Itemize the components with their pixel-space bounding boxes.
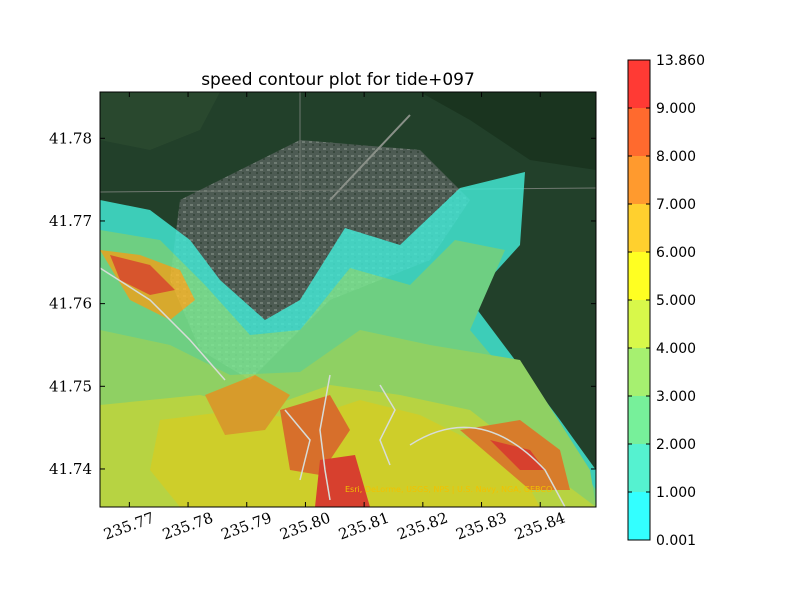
- colorbar-label: 6.000: [656, 245, 696, 261]
- colorbar-segment: [628, 348, 650, 396]
- colorbar-segment: [628, 252, 650, 300]
- colorbar-label: 2.000: [656, 437, 696, 453]
- colorbar: 0.001 1.000 2.000 3.000 4.000 5.000 6.000 7.000…: [627, 53, 705, 549]
- basemap-attribution: Esri, DeLorme, USGS, NPS | U.S. Navy, NG…: [345, 485, 552, 494]
- x-tick-label: 235.78: [160, 509, 215, 544]
- x-tick-label: 235.79: [219, 509, 274, 544]
- contour-line-white-1: [100, 267, 226, 381]
- chart-title: speed contour plot for tide+097: [201, 70, 475, 90]
- x-tick-label: 235.82: [395, 509, 450, 544]
- colorbar-label: 13.860: [656, 53, 705, 69]
- x-tick-label: 235.81: [336, 509, 391, 544]
- colorbar-label: 7.000: [656, 197, 696, 213]
- colorbar-segment: [628, 60, 650, 108]
- colorbar-segment: [628, 108, 650, 156]
- basemap-dark-forest: [420, 92, 596, 170]
- plot-area: Esri, DeLorme, USGS, NPS | U.S. Navy, NG…: [100, 92, 596, 507]
- colorbar-label: 0.001: [656, 533, 696, 549]
- y-tick-label: 41.78: [49, 129, 92, 147]
- contour-line-white-5: [284, 409, 311, 481]
- contour-level-9b: [490, 440, 545, 470]
- basemap-highway: [329, 114, 411, 201]
- plot-frame: [99, 91, 597, 508]
- contour-line-white-3: [379, 384, 396, 466]
- x-tick-label: 235.84: [512, 509, 567, 544]
- x-tick-label: 235.83: [453, 509, 508, 544]
- contour-level-7a: [205, 375, 290, 435]
- colorbar-segment: [628, 396, 650, 444]
- contour-line-white-2: [319, 374, 331, 501]
- colorbar-segment: [628, 492, 650, 540]
- y-axis: 41.74 41.75 41.76 41.77 41.78: [49, 129, 596, 478]
- contour-line-white-4: [409, 426, 566, 507]
- colorbar-segment: [628, 156, 650, 204]
- contour-level-9c: [110, 255, 175, 295]
- x-tick-label: 235.77: [101, 509, 156, 544]
- colorbar-label: 1.000: [656, 485, 696, 501]
- colorbar-label: 4.000: [656, 341, 696, 357]
- y-tick-label: 41.77: [49, 212, 92, 230]
- colorbar-segment: [628, 300, 650, 348]
- colorbar-label: 3.000: [656, 389, 696, 405]
- colorbar-label: 5.000: [656, 293, 696, 309]
- y-tick-label: 41.75: [49, 377, 92, 395]
- x-tick-label: 235.80: [277, 509, 332, 544]
- y-tick-label: 41.74: [49, 460, 92, 478]
- colorbar-segment: [628, 204, 650, 252]
- contour-level-8a: [280, 395, 350, 475]
- speed-contours: [100, 172, 596, 507]
- basemap-field: [100, 92, 220, 150]
- colorbar-label: 8.000: [656, 149, 696, 165]
- y-tick-label: 41.76: [49, 295, 92, 313]
- colorbar-segment: [628, 444, 650, 492]
- colorbar-label: 9.000: [656, 101, 696, 117]
